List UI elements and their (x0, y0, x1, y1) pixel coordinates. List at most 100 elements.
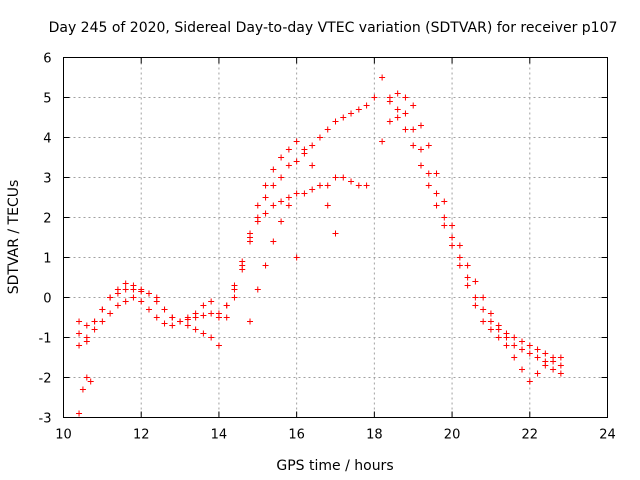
data-point (434, 191, 440, 197)
data-point (410, 143, 416, 149)
y-tick-label: 4 (43, 132, 51, 147)
data-point (263, 183, 269, 189)
data-point (527, 379, 533, 385)
data-point (449, 235, 455, 241)
data-point (162, 307, 168, 313)
data-point (441, 215, 447, 221)
data-point (146, 291, 152, 297)
data-point (348, 179, 354, 185)
data-point (542, 351, 548, 357)
data-point (84, 339, 90, 345)
plot-frame (64, 58, 608, 418)
data-point (123, 281, 129, 287)
data-point (309, 143, 315, 149)
data-point (426, 143, 432, 149)
data-point (364, 183, 370, 189)
data-point (402, 111, 408, 117)
data-point (441, 223, 447, 229)
y-tick-label: 3 (43, 172, 51, 187)
data-point (503, 343, 509, 349)
data-point (92, 319, 98, 325)
data-point (325, 183, 331, 189)
data-point (224, 315, 230, 321)
series-track-3 (76, 95, 377, 345)
data-point (496, 327, 502, 333)
data-point (286, 195, 292, 201)
data-point (535, 347, 541, 353)
data-point (263, 263, 269, 269)
data-point (418, 123, 424, 129)
data-point (550, 367, 556, 373)
data-point (263, 211, 269, 217)
data-point (488, 311, 494, 317)
data-point (379, 139, 385, 145)
data-point (208, 299, 214, 305)
y-tick-label: 1 (43, 252, 51, 267)
data-point (200, 303, 206, 309)
data-point (426, 171, 432, 177)
data-point (472, 303, 478, 309)
data-point (527, 343, 533, 349)
data-point (286, 163, 292, 169)
y-tick-label: 2 (43, 212, 51, 227)
data-point (426, 183, 432, 189)
data-point (92, 327, 98, 333)
data-point (88, 379, 94, 385)
data-point (278, 175, 284, 181)
y-tick-label: -1 (39, 332, 52, 347)
data-point (76, 319, 82, 325)
data-point (301, 191, 307, 197)
data-point (115, 291, 121, 297)
y-tick-label: 6 (43, 52, 51, 67)
data-point (480, 295, 486, 301)
data-point (216, 343, 222, 349)
data-point (418, 163, 424, 169)
data-point (216, 315, 222, 321)
data-point (138, 299, 144, 305)
x-tick-label: 20 (444, 428, 461, 443)
y-tick-label: 0 (43, 292, 51, 307)
data-point (535, 355, 541, 361)
x-tick-label: 18 (366, 428, 383, 443)
data-point (325, 203, 331, 209)
data-point (410, 103, 416, 109)
data-point (286, 147, 292, 153)
data-point (356, 183, 362, 189)
data-point (519, 367, 525, 373)
data-point (185, 323, 191, 329)
data-point (488, 327, 494, 333)
data-point (511, 355, 517, 361)
data-point (410, 127, 416, 133)
data-point (309, 163, 315, 169)
data-point (115, 303, 121, 309)
series-track-2 (76, 139, 338, 349)
data-point (309, 187, 315, 193)
data-point (418, 147, 424, 153)
chart-title: Day 245 of 2020, Sidereal Day-to-day VTE… (49, 20, 618, 36)
data-point (519, 339, 525, 345)
data-point (333, 175, 339, 181)
data-point (519, 347, 525, 353)
data-point (208, 311, 214, 317)
data-point (434, 203, 440, 209)
data-point (224, 303, 230, 309)
data-point (364, 103, 370, 109)
data-point (535, 371, 541, 377)
data-point (84, 323, 90, 329)
sdtvar-chart: Day 245 of 2020, Sidereal Day-to-day VTE… (0, 0, 640, 480)
data-point (348, 111, 354, 117)
x-tick-label: 10 (55, 428, 72, 443)
data-point (558, 363, 564, 369)
data-point (434, 171, 440, 177)
data-point (247, 319, 253, 325)
data-point (558, 371, 564, 377)
data-point (177, 319, 183, 325)
data-point (379, 75, 385, 81)
data-point (325, 127, 331, 133)
data-point (255, 203, 261, 209)
data-point (130, 287, 136, 293)
data-point (511, 335, 517, 341)
data-point (154, 315, 160, 321)
data-point (558, 355, 564, 361)
